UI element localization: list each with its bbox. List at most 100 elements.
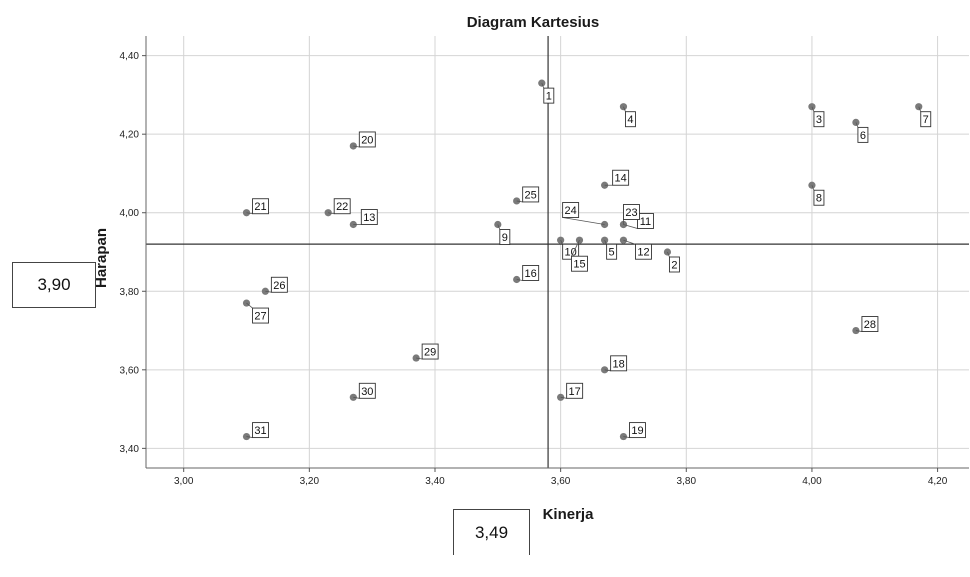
point-label-17: 17 [569, 386, 581, 398]
point-label-box-15 [571, 255, 588, 272]
point-label-10: 10 [565, 247, 577, 259]
point-label-box-1 [543, 87, 555, 104]
point-label-9: 9 [502, 232, 508, 244]
point-label-box-6 [857, 126, 869, 143]
point-leader-24 [562, 217, 605, 225]
point-leader-28 [855, 330, 862, 332]
x-tick-label-3: 3,60 [551, 476, 571, 487]
point-leader-26 [265, 290, 272, 293]
point-leader-15 [571, 240, 580, 257]
point-label-box-9 [499, 229, 511, 245]
point-label-26: 26 [273, 280, 285, 292]
point-leader-21 [246, 212, 253, 215]
x-tick-label-2: 3,40 [425, 476, 445, 487]
point-label-23: 23 [625, 207, 637, 219]
point-label-box-27 [252, 307, 269, 324]
point-label-box-17 [566, 382, 584, 399]
point-label-box-12 [635, 243, 652, 260]
point-leader-3 [811, 106, 815, 112]
data-point-21 [242, 209, 251, 217]
y-tick-label-0: 3,40 [120, 444, 140, 455]
point-label-4: 4 [627, 114, 633, 126]
data-point-31 [242, 432, 251, 441]
point-label-box-19 [629, 422, 646, 439]
x-tick-label-4: 3,80 [677, 476, 697, 487]
point-label-box-24 [562, 202, 580, 218]
point-label-11: 11 [640, 216, 651, 228]
point-leader-8 [811, 185, 815, 191]
x-tick-label-1: 3,20 [300, 476, 320, 487]
point-label-18: 18 [612, 358, 624, 370]
point-leader-20 [353, 145, 360, 148]
point-leader-4 [623, 106, 626, 112]
point-label-box-22 [333, 198, 351, 215]
point-leader-2 [667, 251, 670, 258]
point-leader-16 [516, 279, 523, 281]
point-leader-22 [328, 212, 335, 215]
x-tick-label-5: 4,00 [802, 476, 822, 487]
data-point-10 [557, 236, 565, 244]
point-label-25: 25 [525, 189, 537, 201]
point-label-box-13 [360, 209, 378, 225]
y-axis-title: Harapan [93, 228, 110, 288]
point-label-box-7 [920, 111, 932, 128]
point-leader-9 [497, 224, 501, 230]
point-label-15: 15 [573, 259, 585, 271]
point-label-box-23 [623, 204, 640, 220]
point-leader-25 [516, 200, 523, 203]
point-label-box-2 [668, 256, 680, 273]
point-leader-31 [246, 436, 253, 438]
point-label-21: 21 [254, 201, 266, 213]
y-value-annotation: 3,90 [12, 262, 96, 308]
point-label-box-30 [358, 382, 376, 399]
point-leader-19 [623, 436, 630, 438]
data-point-20 [349, 142, 357, 150]
point-label-box-28 [861, 316, 879, 332]
data-point-15 [575, 236, 584, 244]
x-axis-title: Kinerja [543, 506, 595, 523]
axis-ticks: 3,00 3,20 3,40 3,60 3,80 4,00 4,20 3,40 3,60 3,80… [120, 51, 948, 487]
point-label-1: 1 [546, 91, 552, 103]
y-tick-label-2: 3,80 [120, 287, 140, 298]
x-tick-label-6: 4,20 [928, 476, 948, 487]
point-label-box-29 [421, 343, 439, 360]
point-label-box-3 [813, 111, 825, 128]
point-leader-5 [604, 240, 607, 245]
point-label-box-10 [562, 243, 580, 260]
point-label-27: 27 [254, 311, 266, 323]
point-label-12: 12 [637, 247, 649, 259]
point-leader-1 [541, 82, 545, 89]
point-label-19: 19 [631, 425, 643, 437]
point-label-box-31 [252, 422, 269, 439]
point-label-8: 8 [816, 193, 822, 205]
y-tick-label-3: 4,00 [120, 208, 140, 219]
point-label-31: 31 [254, 425, 266, 437]
point-leader-18 [604, 369, 611, 372]
point-label-3: 3 [816, 114, 822, 126]
x-value-annotation: 3,49 [453, 509, 530, 555]
point-leader-10 [560, 240, 563, 245]
point-label-30: 30 [361, 386, 373, 398]
y-tick-label-1: 3,60 [120, 365, 140, 376]
point-leader-17 [560, 396, 567, 399]
point-label-box-20 [358, 131, 376, 148]
point-label-13: 13 [363, 212, 375, 224]
point-leader-6 [855, 122, 859, 128]
point-leader-27 [246, 302, 253, 309]
point-label-6: 6 [860, 130, 866, 142]
point-label-box-16 [522, 265, 540, 281]
plot-frame [145, 36, 969, 469]
point-label-24: 24 [564, 205, 576, 217]
point-label-box-8 [813, 189, 825, 206]
point-label-box-5 [606, 243, 618, 260]
point-leader-11 [623, 224, 638, 229]
y-tick-label-5: 4,40 [120, 51, 140, 62]
data-point-22 [324, 209, 332, 217]
grid [146, 36, 969, 468]
point-label-16: 16 [525, 268, 537, 280]
point-label-box-21 [252, 198, 269, 215]
reference-lines [146, 36, 969, 468]
point-label-2: 2 [671, 260, 677, 272]
